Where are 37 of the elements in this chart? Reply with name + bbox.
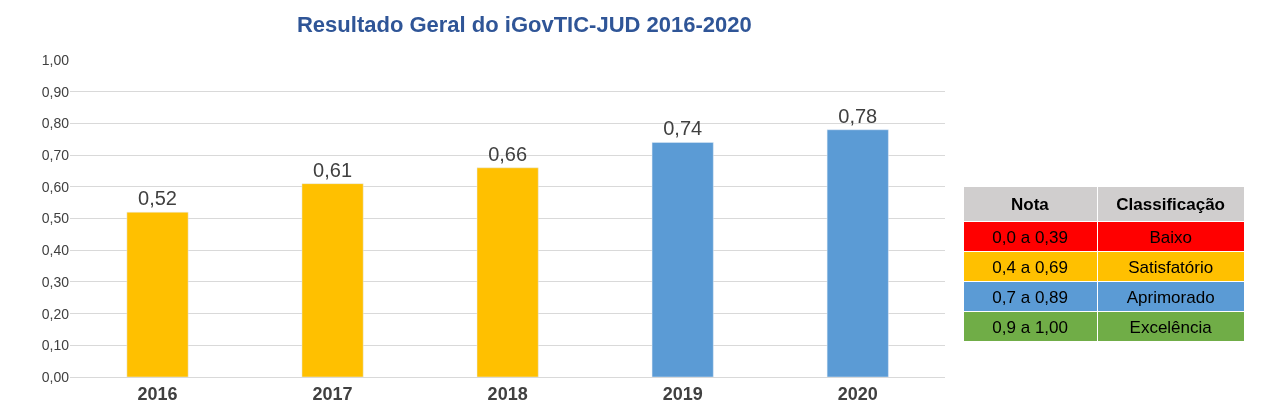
bar xyxy=(126,211,189,377)
data-label: 0,74 xyxy=(663,117,703,140)
y-tick-label: 0,60 xyxy=(41,178,70,195)
text: Baixo xyxy=(1149,227,1192,247)
bar xyxy=(651,142,714,377)
bar xyxy=(301,183,364,377)
y-tick-label: 0,30 xyxy=(41,273,70,290)
y-tick-label: 0,20 xyxy=(41,305,70,322)
data-label: 0,78 xyxy=(838,104,878,127)
bar xyxy=(476,167,539,377)
text: 0,9 a 1,00 xyxy=(992,317,1068,337)
y-tick-label: 0,40 xyxy=(41,242,70,259)
x-tick-label: 2016 xyxy=(137,383,178,404)
data-label: 0,61 xyxy=(313,158,353,181)
data-label: 0,66 xyxy=(488,142,528,165)
text: Nota xyxy=(1011,194,1050,214)
x-tick-label: 2020 xyxy=(837,383,878,404)
y-tick-label: 0,90 xyxy=(41,83,70,100)
text: Aprimorado xyxy=(1126,287,1215,307)
data-label: 0,52 xyxy=(138,187,177,210)
text: Classificação xyxy=(1116,194,1225,214)
y-tick-label: 0,80 xyxy=(41,115,70,132)
x-tick-label: 2018 xyxy=(487,383,528,404)
y-tick-label: 0,70 xyxy=(41,147,70,163)
text: 0,7 a 0,89 xyxy=(992,287,1068,307)
y-tick-label: 0,10 xyxy=(41,337,70,354)
text: Satisfatório xyxy=(1128,257,1214,277)
y-tick-label: 0,50 xyxy=(41,210,70,227)
text: 0,0 a 0,39 xyxy=(992,227,1068,247)
y-tick-label: 1,00 xyxy=(41,51,70,68)
x-tick-label: 2017 xyxy=(312,383,353,404)
x-tick-label: 2019 xyxy=(662,383,703,404)
y-tick-label: 0,00 xyxy=(41,368,70,385)
chart-title: Resultado Geral do iGovTIC-JUD 2016-2020 xyxy=(296,12,752,38)
text: Excelência xyxy=(1129,317,1213,337)
bar xyxy=(826,129,889,377)
text: 0,4 a 0,69 xyxy=(992,257,1068,277)
